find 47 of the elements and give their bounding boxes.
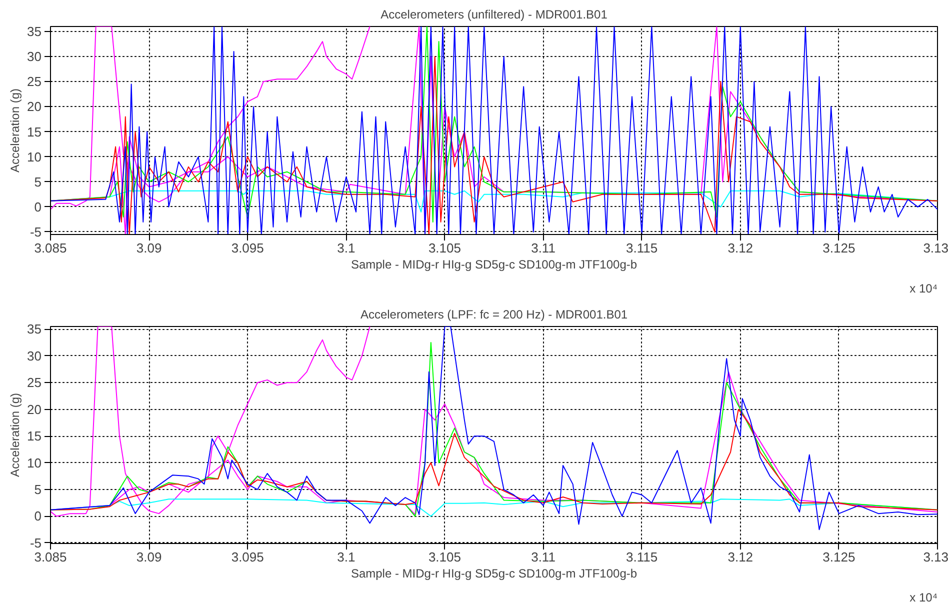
x-tick-label: 3.09 bbox=[136, 550, 162, 564]
y-tick-label: 30 bbox=[27, 348, 42, 364]
x-tick-label: 3.11 bbox=[531, 550, 556, 564]
y-tick-label: 5 bbox=[34, 482, 42, 498]
x-tick-label: 3.13 bbox=[923, 240, 948, 256]
x-tick-label: 3.13 bbox=[923, 550, 948, 564]
x-axis-title: Sample - MIDg-r HIg-g SD5g-c SD100g-m JTF100g-b bbox=[350, 258, 638, 272]
text: x 10⁴ bbox=[910, 282, 938, 296]
chart-title: Accelerometers (unfiltered) - MDR001.B01 bbox=[380, 8, 608, 22]
y-tick-label: 20 bbox=[27, 99, 42, 114]
x-tick-label: 3.085 bbox=[34, 550, 67, 564]
text: x 10⁴ bbox=[910, 590, 938, 604]
y-tick-label: 15 bbox=[27, 428, 42, 444]
x-tick-label: 3.1 bbox=[337, 550, 356, 564]
y-axis-title: Acceleration (g) bbox=[8, 392, 22, 478]
y-tick-label: 25 bbox=[27, 74, 42, 90]
x-tick-label: 3.12 bbox=[728, 240, 754, 256]
x-tick-label: 3.09 bbox=[136, 240, 162, 256]
y-tick-label: 20 bbox=[27, 402, 42, 417]
y-tick-label: 0 bbox=[34, 508, 42, 524]
x-tick-label: 3.095 bbox=[231, 240, 264, 256]
y-tick-label: 10 bbox=[27, 455, 42, 470]
x-tick-label: 3.115 bbox=[626, 550, 658, 564]
x-tick-label: 3.085 bbox=[34, 240, 67, 256]
x-tick-label: 3.105 bbox=[428, 550, 462, 564]
y-tick-label: -5 bbox=[30, 535, 42, 550]
y-tick-label: 15 bbox=[27, 124, 42, 140]
x-tick-label: 3.095 bbox=[231, 550, 264, 564]
x-tick-label: 3.1 bbox=[337, 240, 356, 256]
x-axis-title: Sample - MIDg-r HIg-g SD5g-c SD100g-m JTF100g-b bbox=[350, 566, 638, 580]
y-tick-label: 35 bbox=[27, 322, 42, 337]
x-tick-label: 3.125 bbox=[822, 240, 856, 256]
y-tick-label: 25 bbox=[27, 375, 42, 390]
x-tick-label: 3.125 bbox=[822, 550, 856, 564]
y-tick-label: 5 bbox=[34, 174, 42, 190]
x-tick-label: 3.105 bbox=[428, 240, 462, 256]
y-tick-label: 10 bbox=[27, 149, 42, 164]
y-tick-label: 35 bbox=[27, 24, 42, 40]
x-tick-label: 3.11 bbox=[531, 240, 556, 256]
y-tick-label: -5 bbox=[30, 224, 42, 240]
y-axis-title: Acceleration (g) bbox=[8, 88, 22, 173]
x-tick-label: 3.115 bbox=[626, 240, 658, 256]
y-tick-label: 30 bbox=[27, 49, 42, 64]
line-series bbox=[50, 408, 938, 510]
x-tick-label: 3.12 bbox=[728, 550, 754, 564]
y-tick-label: 0 bbox=[34, 199, 42, 214]
chart-title: Accelerometers (LPF: fc = 200 Hz) - MDR001.B01 bbox=[360, 308, 628, 322]
